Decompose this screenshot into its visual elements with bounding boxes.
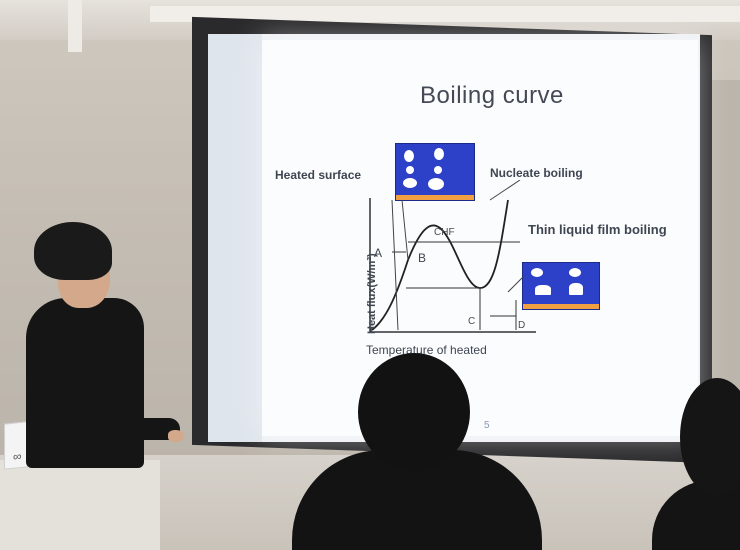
bubble	[404, 150, 414, 162]
nucleate-boiling-illustration	[395, 143, 475, 201]
presenter-body	[26, 298, 144, 468]
label-point-b: B	[418, 251, 427, 265]
slide-margin	[208, 34, 262, 442]
label-point-a: A	[374, 246, 383, 260]
bubble	[434, 166, 442, 174]
presenter-hair	[34, 222, 112, 280]
label-nucleate-boiling: Nucleate boiling	[490, 166, 583, 180]
label-thin-film-boiling: Thin liquid film boiling	[528, 222, 667, 237]
presentation-slide	[262, 40, 698, 436]
bubble	[535, 285, 551, 295]
y-axis-label: Heat flux(W/m²)	[366, 253, 378, 334]
label-point-c: C	[468, 316, 476, 327]
thin-film-illustration	[522, 262, 600, 310]
label-point-d: D	[518, 320, 526, 331]
presenter-hand	[168, 430, 184, 442]
ceiling-pillar	[68, 0, 82, 52]
presenter-arm	[120, 418, 180, 440]
x-axis-label: Temperature of heated	[366, 343, 487, 357]
bubble	[406, 166, 414, 174]
slide-title: Boiling curve	[420, 82, 564, 109]
callout-line	[507, 275, 525, 293]
boiling-curve-line	[371, 199, 509, 331]
audience-head-center	[358, 353, 470, 471]
ceiling-beam	[150, 6, 740, 22]
slide-page-number: 5	[484, 420, 490, 431]
callout-line	[391, 199, 399, 331]
label-chf: CHF	[434, 227, 455, 238]
bubble	[403, 178, 417, 188]
bubble	[569, 268, 581, 277]
bubble	[428, 178, 444, 190]
bubble	[434, 148, 444, 160]
laptop-logo-icon: ∞	[13, 448, 22, 464]
audience-head-right	[680, 378, 740, 496]
heated-surface-strip	[396, 195, 474, 200]
callout-line	[401, 199, 409, 261]
lectern	[0, 460, 160, 550]
bubble	[569, 283, 583, 295]
callout-line	[489, 180, 521, 201]
label-heated-surface: Heated surface	[275, 168, 362, 182]
boiling-curve-plot	[369, 180, 536, 333]
bubble	[531, 268, 543, 277]
heated-surface-strip	[523, 304, 599, 309]
